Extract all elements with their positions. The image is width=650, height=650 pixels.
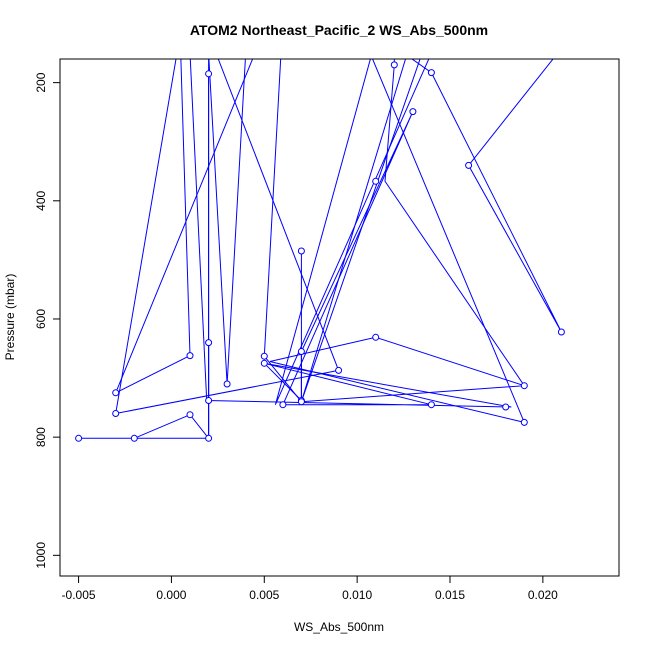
x-tick-label: 0.015	[435, 588, 465, 602]
x-axis: -0.005 0.000 0.005 0.010 0.015 0.020	[62, 575, 558, 602]
data-point-19	[205, 397, 213, 404]
data-point-9	[372, 333, 380, 341]
data-point-3	[427, 69, 435, 77]
data-point-14	[260, 359, 268, 367]
data-point-23	[427, 401, 435, 409]
x-tick-label: -0.005	[62, 588, 96, 602]
series-line-13	[269, 59, 526, 424]
data-point-26	[186, 411, 194, 419]
data-point-4	[409, 108, 417, 116]
chart-title: ATOM2 Northeast_Pacific_2 WS_Abs_500nm	[190, 22, 488, 38]
data-point-11	[297, 348, 305, 355]
data-point-30	[205, 434, 213, 442]
series-line-8	[115, 59, 340, 415]
x-tick-label: 0.000	[156, 588, 186, 602]
series-line-3	[114, 59, 254, 394]
x-tick-label: 0.010	[342, 588, 372, 602]
y-tick-label: 800	[34, 427, 48, 447]
series-line-5	[78, 59, 210, 440]
data-point-25	[112, 410, 120, 417]
plot-frame	[59, 58, 620, 577]
data-point-28	[75, 434, 83, 442]
series-line-9	[208, 59, 246, 385]
y-axis-label: Pressure (mbar)	[3, 274, 17, 361]
series-line-11	[274, 59, 430, 405]
marker-layer	[75, 61, 565, 442]
data-point-24	[502, 403, 510, 411]
data-point-18	[112, 389, 120, 397]
series-layer	[78, 59, 562, 440]
data-point-22	[279, 401, 287, 409]
data-point-21	[297, 398, 305, 406]
y-tick-label: 600	[34, 309, 48, 329]
data-point-13	[260, 352, 268, 360]
x-axis-label: WS_Abs_500nm	[294, 620, 384, 634]
data-point-1	[205, 70, 213, 78]
data-point-5	[465, 161, 473, 169]
series-line-4	[189, 59, 512, 408]
data-point-2	[390, 61, 398, 69]
data-point-29	[130, 434, 138, 442]
y-axis: 200 400 600 800 1000	[34, 72, 61, 569]
y-tick-label: 200	[34, 72, 48, 92]
data-point-15	[335, 366, 343, 374]
series-line-12	[411, 59, 562, 333]
x-tick-label: 0.005	[249, 588, 279, 602]
data-point-8	[557, 328, 565, 336]
data-point-6	[372, 177, 380, 185]
x-tick-label: 0.020	[528, 588, 558, 602]
y-tick-label: 400	[34, 190, 48, 210]
data-point-12	[186, 352, 194, 360]
data-point-10	[205, 339, 213, 347]
data-point-7	[297, 247, 305, 255]
data-point-27	[520, 418, 528, 426]
data-point-16	[223, 380, 231, 388]
y-tick-label: 1000	[34, 542, 48, 569]
data-point-17	[520, 382, 528, 390]
